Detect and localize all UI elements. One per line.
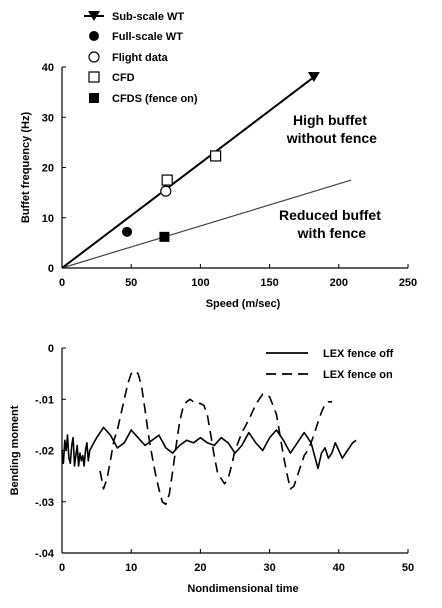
annotation-high-buffet-line-2: without fence bbox=[286, 130, 377, 146]
x-tick-label: 30 bbox=[263, 562, 275, 574]
annotation-high-buffet: High buffet without fence bbox=[286, 112, 377, 146]
legend-label-sub-scale-wt: Sub-scale WT bbox=[112, 11, 184, 23]
point-cfd bbox=[161, 174, 173, 186]
x-tick-label: 250 bbox=[399, 277, 417, 289]
y-tick-label: 30 bbox=[42, 112, 54, 124]
point-flight-data bbox=[160, 185, 172, 197]
annotations-top: High buffet without fence Reduced buffet… bbox=[279, 112, 385, 241]
annotation-reduced-buffet: Reduced buffet with fence bbox=[279, 207, 385, 241]
y-tick-label: 10 bbox=[42, 213, 54, 225]
y-tick-label: 20 bbox=[42, 163, 54, 175]
filled-circle-marker-icon bbox=[89, 31, 99, 41]
x-tick-label: 50 bbox=[125, 277, 137, 289]
open-circle-marker-icon bbox=[88, 51, 100, 63]
y-tick-label: 0 bbox=[48, 263, 54, 275]
series-line-lex-fence-off bbox=[61, 426, 357, 470]
x-tick-label: 50 bbox=[402, 562, 414, 574]
x-tick-label: 10 bbox=[125, 562, 137, 574]
legend-label-full-scale-wt: Full-scale WT bbox=[112, 31, 183, 43]
y-tick-label: 0 bbox=[48, 343, 54, 355]
y-axis-label: Bending moment bbox=[9, 405, 21, 495]
x-tick-label: 150 bbox=[260, 277, 278, 289]
legend-bottom: LEX fence off LEX fence on bbox=[266, 348, 394, 381]
open-square-marker-icon bbox=[88, 71, 100, 83]
plot-area-top bbox=[61, 72, 352, 269]
legend-label-lex-fence-on: LEX fence on bbox=[323, 369, 393, 381]
y-tick-label: -.01 bbox=[35, 394, 54, 406]
x-axis-label: Speed (m/sec) bbox=[206, 298, 281, 310]
legend-item-lex-fence-on: LEX fence on bbox=[266, 369, 393, 381]
chart-buffet-frequency: Sub-scale WT Full-scale WT Flight data C… bbox=[20, 11, 417, 310]
chart-bending-moment: LEX fence off LEX fence on 0 10 20 30 40 500-… bbox=[9, 343, 414, 595]
x-tick-label: 200 bbox=[330, 277, 348, 289]
legend-item-sub-scale-wt: Sub-scale WT bbox=[84, 11, 184, 23]
legend-item-cfd: CFD bbox=[88, 71, 135, 84]
legend-label-flight-data: Flight data bbox=[112, 52, 168, 64]
x-tick-label: 0 bbox=[59, 562, 65, 574]
legend-item-lex-fence-off: LEX fence off bbox=[266, 348, 394, 360]
point-cfd bbox=[210, 150, 222, 162]
x-tick-label: 100 bbox=[191, 277, 209, 289]
triangle-down-marker-icon bbox=[88, 11, 100, 21]
point-sub-scale-wt bbox=[307, 72, 320, 83]
x-tick-label: 0 bbox=[59, 277, 65, 289]
legend-label-lex-fence-off: LEX fence off bbox=[323, 348, 394, 360]
point-full-scale-wt bbox=[122, 226, 133, 237]
annotation-high-buffet-line-1: High buffet bbox=[293, 112, 367, 128]
reduced-buffet-reference-line bbox=[61, 179, 352, 269]
filled-square-marker-icon bbox=[89, 93, 99, 103]
annotation-reduced-buffet-line-1: Reduced buffet bbox=[279, 207, 381, 223]
legend-item-flight-data: Flight data bbox=[88, 51, 168, 64]
y-tick-label: 40 bbox=[42, 62, 54, 74]
annotation-reduced-buffet-line-2: with fence bbox=[297, 225, 367, 241]
series-line-lex-fence-on bbox=[99, 370, 332, 506]
plot-area-bottom bbox=[61, 370, 357, 506]
legend-label-cfd: CFD bbox=[112, 72, 135, 84]
y-axis-label: Buffet frequency (Hz) bbox=[20, 112, 32, 224]
x-axis-label: Nondimensional time bbox=[187, 583, 298, 595]
axes-top: 0 50 100 150 200 250 0 10 20 30 40 Speed (m/sec) Buf… bbox=[20, 62, 417, 310]
y-tick-label: -.02 bbox=[35, 446, 54, 458]
x-tick-label: 40 bbox=[333, 562, 345, 574]
y-tick-label: -.03 bbox=[35, 497, 54, 509]
y-tick-label: -.04 bbox=[35, 548, 55, 560]
legend-label-cfds-fence-on: CFDS (fence on) bbox=[112, 93, 198, 105]
legend-top: Sub-scale WT Full-scale WT Flight data C… bbox=[84, 11, 198, 105]
x-tick-label: 20 bbox=[194, 562, 206, 574]
legend-item-cfds-fence-on: CFDS (fence on) bbox=[89, 93, 198, 105]
legend-item-full-scale-wt: Full-scale WT bbox=[89, 31, 183, 43]
point-cfds-fence-on bbox=[159, 231, 170, 242]
series-line-sub-scale-wt bbox=[61, 76, 315, 269]
